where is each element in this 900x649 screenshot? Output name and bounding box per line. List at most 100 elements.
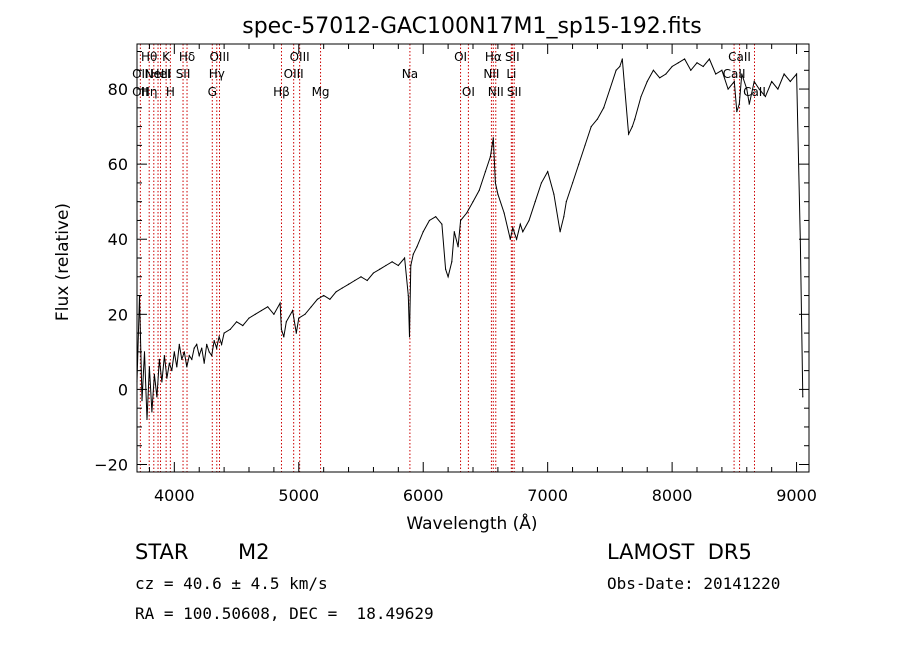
spectrum-point-0-99 — [540, 182, 543, 184]
spectrum-point-0-103 — [563, 216, 565, 218]
spectrum-point-0-24 — [196, 343, 198, 345]
x-tick-label-4: 8000 — [652, 486, 693, 505]
spectrum-point-0-137 — [741, 73, 743, 75]
spectrum-point-0-3 — [143, 351, 146, 353]
spectrum-point-0-85 — [478, 189, 480, 192]
y-axis: −20 0 20 40 60 80 — [94, 51, 809, 474]
spectrum-point-0-108 — [590, 125, 592, 128]
spectrum-point-0-69 — [408, 336, 411, 338]
spectrum-point-0-49 — [295, 332, 297, 334]
spectrum-point-0-93 — [512, 227, 514, 229]
spectrum-point-0-136 — [738, 103, 740, 105]
line-label-13-middle: OIII — [284, 67, 304, 81]
spectrum-point-0-72 — [416, 246, 418, 248]
line-label-5-upper: K — [162, 50, 171, 64]
spectrum-point-0-82 — [459, 219, 462, 222]
spectrum-point-0-44 — [279, 302, 281, 304]
spectrum-point-0-23 — [193, 347, 195, 349]
spectrum-point-0-140 — [753, 80, 755, 83]
spectrum-point-0-121 — [652, 69, 655, 71]
spectrum-point-0-83 — [466, 212, 468, 214]
spectrum-point-0-107 — [584, 144, 586, 146]
spectrum-point-0-64 — [385, 264, 387, 267]
x-tick-label-2: 6000 — [403, 486, 444, 505]
spectrum-point-0-143 — [771, 80, 773, 83]
spectrum-point-0-68 — [407, 294, 409, 297]
spectrum-point-0-122 — [659, 77, 661, 79]
spectral-line-markers — [139, 44, 755, 472]
line-label-14-upper: OIII — [290, 50, 310, 64]
line-label-6-lower: H — [166, 85, 175, 99]
line-label-19-middle: NII — [483, 67, 499, 81]
spectrum-point-0-29 — [208, 351, 210, 353]
spectrum-point-0-6 — [151, 411, 153, 413]
spectrum-point-0-33 — [218, 336, 220, 338]
spectrum-point-0-141 — [758, 88, 760, 90]
spectrum-point-0-34 — [221, 343, 223, 345]
spectrum-point-0-147 — [795, 73, 798, 75]
spectrum-point-0-135 — [736, 110, 738, 113]
spectrum-point-0-17 — [178, 343, 180, 345]
spectrum-point-0-129 — [702, 65, 704, 68]
line-label-17-upper: OI — [454, 50, 467, 64]
spectrum-point-0-96 — [522, 231, 524, 233]
x-axis-label: Wavelength (Å) — [406, 512, 537, 534]
spectrum-point-0-54 — [323, 294, 325, 297]
spectrum-point-0-144 — [777, 88, 779, 90]
spectrum-point-0-28 — [206, 343, 208, 345]
spectrum-point-0-10 — [161, 381, 163, 383]
spectrum-point-0-116 — [627, 133, 630, 135]
spectrum-point-0-47 — [285, 321, 287, 323]
plot-frame — [136, 43, 810, 473]
spectrum-point-0-106 — [578, 163, 580, 165]
line-label-7-middle: SII — [176, 67, 191, 81]
spectrum-line-0 — [136, 58, 804, 420]
chart-title: spec-57012-GAC100N17M1_sp15-192.fits — [242, 14, 702, 39]
spectrum-point-0-13 — [168, 362, 170, 364]
redshift-velocity: cz = 40.6 ± 4.5 km/s — [135, 574, 328, 593]
spectrum-point-0-115 — [624, 88, 626, 90]
spectrum-point-0-40 — [254, 313, 256, 315]
spectrum-point-0-105 — [571, 182, 574, 184]
spectrum-point-0-97 — [528, 219, 530, 222]
spectrum-point-0-66 — [397, 264, 399, 267]
line-label-4-middle: HeI — [151, 67, 171, 81]
spectrum-point-0-42 — [267, 306, 269, 308]
survey-name: LAMOST DR5 — [607, 540, 752, 564]
spectrum-point-0-125 — [677, 62, 679, 64]
object-class: STAR — [135, 540, 189, 564]
spectrum-point-0-63 — [379, 268, 381, 270]
spectrum-point-0-138 — [746, 88, 748, 90]
spectrum-point-0-50 — [298, 317, 300, 319]
x-tick-label-3: 7000 — [527, 486, 568, 505]
spectrum-point-0-120 — [646, 80, 648, 83]
y-tick-label-4: 60 — [108, 155, 128, 174]
spectrum-point-0-104 — [565, 201, 567, 203]
line-label-12-lower: Hβ — [273, 85, 290, 99]
spectrum-point-0-75 — [435, 216, 437, 218]
line-label-20-upper: Hα — [485, 50, 502, 64]
x-tick-label-5: 9000 — [776, 486, 817, 505]
spectrum-point-0-113 — [619, 65, 621, 68]
y-axis-label: Flux (relative) — [53, 203, 73, 321]
line-label-3-middle: NeIII — [145, 67, 172, 81]
spectrum-point-0-149 — [802, 396, 804, 398]
line-label-10-middle: Hγ — [209, 67, 225, 81]
spectrum-point-0-53 — [316, 298, 319, 300]
spectrum-point-0-109 — [596, 118, 599, 120]
spectrum-point-0-89 — [494, 182, 496, 184]
spectrum-point-0-4 — [146, 418, 148, 421]
line-label-21-lower: NII — [488, 85, 504, 99]
spectrum-point-0-76 — [441, 223, 443, 225]
spectrum-point-0-80 — [453, 231, 455, 233]
spectrum-point-0-101 — [553, 193, 555, 195]
spectrum-point-0-43 — [273, 313, 275, 315]
line-label-15-lower: Mg — [312, 85, 330, 99]
spectrum-point-0-5 — [148, 366, 151, 368]
spectrum-point-0-139 — [748, 103, 750, 105]
spectrum-point-0-45 — [280, 328, 282, 330]
x-tick-label-1: 5000 — [278, 486, 319, 505]
spectrum-point-0-31 — [213, 339, 215, 342]
spectrum-point-0-22 — [191, 358, 193, 360]
spectrum-point-0-111 — [609, 88, 611, 90]
